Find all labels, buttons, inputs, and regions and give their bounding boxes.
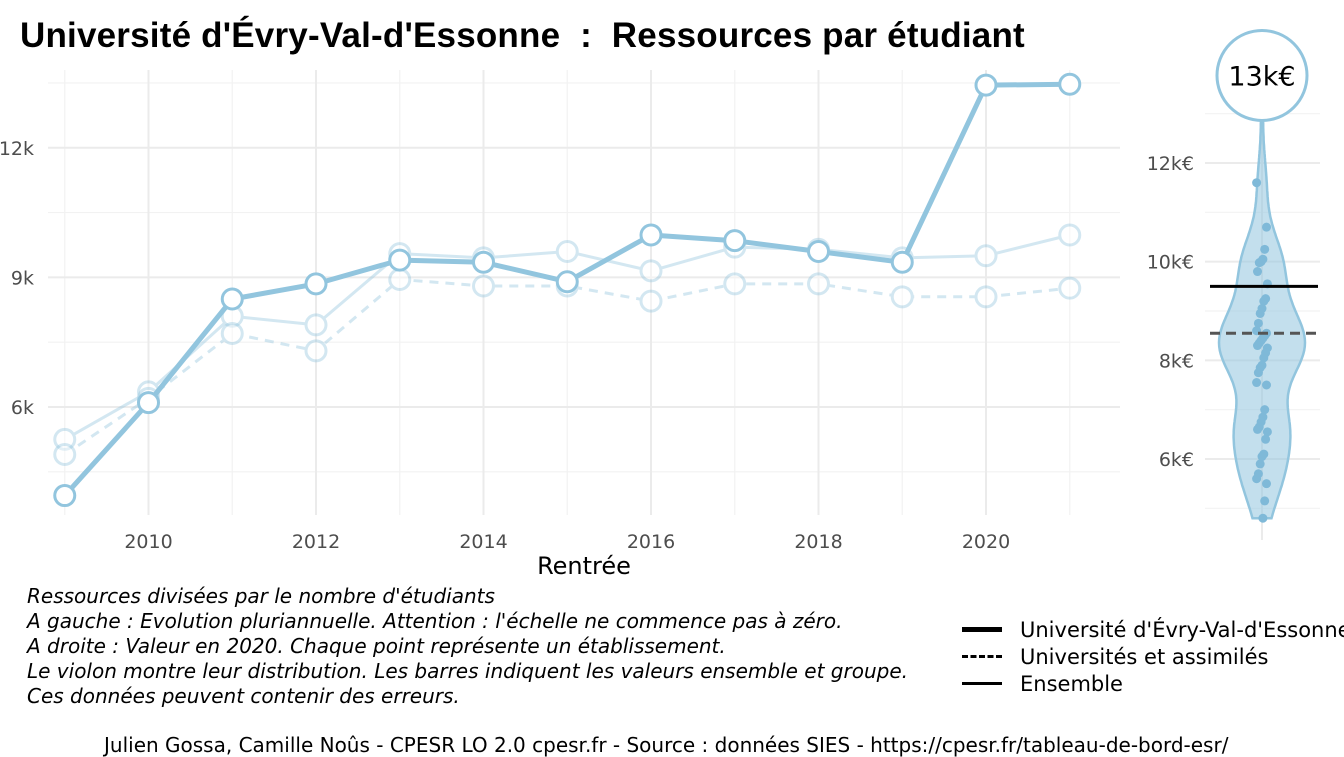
violin-point bbox=[1255, 308, 1265, 318]
line-panel: 2010 2012 2014 2016 2018 2020 6k 9k 12k Rentrée bbox=[0, 70, 1120, 580]
series-group bbox=[53, 268, 1082, 467]
violin-point bbox=[1259, 296, 1269, 306]
data-point bbox=[220, 322, 244, 346]
violin-point bbox=[1260, 244, 1270, 254]
caption-line: A gauche : Evolution pluriannuelle. Atte… bbox=[27, 609, 843, 633]
data-point bbox=[472, 250, 495, 274]
highlight-bubble bbox=[1215, 28, 1309, 122]
highlight-value-label: 13k€ bbox=[1228, 61, 1295, 92]
data-point bbox=[53, 443, 77, 467]
series-group bbox=[53, 72, 1082, 508]
x-tick-label: 2018 bbox=[794, 531, 842, 553]
violin-point bbox=[1258, 513, 1268, 523]
x-axis-label: Rentrée bbox=[537, 552, 631, 580]
data-point bbox=[1058, 72, 1082, 96]
data-point bbox=[807, 272, 830, 296]
x-tick-label: 2016 bbox=[627, 531, 675, 553]
violin-point bbox=[1252, 178, 1262, 188]
violin-panel: 6k€ 8k€ 10k€ 12k€ 13k€ bbox=[1147, 28, 1320, 540]
data-point bbox=[639, 223, 663, 247]
data-point bbox=[890, 285, 914, 309]
violin-point bbox=[1262, 427, 1272, 437]
data-point bbox=[388, 248, 412, 272]
data-point bbox=[555, 270, 579, 294]
data-point bbox=[388, 268, 412, 292]
violin-point bbox=[1257, 452, 1267, 462]
data-point bbox=[974, 244, 998, 268]
caption: Ressources divisées par le nombre d'étud… bbox=[27, 584, 908, 709]
legend-key-thin bbox=[962, 682, 1002, 685]
legend-item-university: Université d'Évry-Val-d'Essonne bbox=[962, 616, 1344, 643]
data-point bbox=[974, 285, 998, 309]
data-point bbox=[53, 427, 77, 451]
violin-point bbox=[1253, 341, 1262, 351]
y-tick-label: 8k€ bbox=[1159, 350, 1194, 372]
chart-title: Université d'Évry-Val-d'Essonne : Ressou… bbox=[20, 16, 1025, 55]
legend: Université d'Évry-Val-d'Essonne Universi… bbox=[962, 616, 1344, 697]
data-point bbox=[723, 229, 747, 253]
legend-key-dashed bbox=[962, 655, 1002, 658]
violin-point bbox=[1253, 318, 1263, 328]
y-tick-label: 6k€ bbox=[1159, 449, 1194, 471]
data-point bbox=[472, 274, 495, 298]
data-point bbox=[974, 73, 998, 97]
data-point bbox=[53, 484, 77, 508]
credit-line: Julien Gossa, Camille Noûs - CPESR LO 2.… bbox=[104, 733, 1229, 757]
legend-label: Ensemble bbox=[1020, 671, 1123, 696]
x-tick-label: 2012 bbox=[292, 531, 340, 553]
data-point bbox=[723, 272, 747, 296]
violin-point bbox=[1262, 479, 1271, 489]
violin-point bbox=[1254, 258, 1264, 268]
legend-key-thick bbox=[962, 627, 1002, 632]
violin-point bbox=[1262, 380, 1271, 390]
data-point bbox=[220, 287, 244, 311]
violin-point bbox=[1261, 434, 1271, 444]
caption-line: Ressources divisées par le nombre d'étud… bbox=[27, 584, 495, 608]
y-tick-label: 10k€ bbox=[1147, 252, 1194, 274]
violin-point bbox=[1262, 222, 1271, 232]
legend-label: Universités et assimilés bbox=[1020, 644, 1269, 669]
y-tick-label: 6k bbox=[11, 397, 34, 419]
data-point bbox=[555, 239, 579, 263]
y-tick-label: 12k€ bbox=[1147, 153, 1194, 175]
caption-line: A droite : Valeur en 2020. Chaque point … bbox=[27, 634, 726, 658]
violin-point bbox=[1255, 459, 1265, 469]
data-point bbox=[639, 259, 663, 283]
data-point bbox=[1058, 276, 1082, 300]
legend-item-ensemble: Ensemble bbox=[962, 670, 1344, 697]
violin-point bbox=[1260, 496, 1270, 506]
y-tick-label: 9k bbox=[11, 267, 34, 289]
violin-point bbox=[1253, 424, 1262, 434]
data-point bbox=[137, 391, 160, 415]
violin-point bbox=[1252, 474, 1262, 484]
violin-point bbox=[1252, 378, 1262, 388]
x-tick-label: 2014 bbox=[459, 531, 507, 553]
x-tick-label: 2010 bbox=[124, 531, 172, 553]
data-point bbox=[304, 339, 328, 363]
legend-item-group: Universités et assimilés bbox=[962, 643, 1344, 670]
data-point bbox=[807, 239, 830, 263]
data-point bbox=[890, 250, 914, 274]
violin-point bbox=[1253, 267, 1262, 277]
violin-point bbox=[1253, 368, 1263, 378]
data-point bbox=[1058, 223, 1082, 247]
data-point bbox=[304, 272, 328, 296]
caption-line: Ces données peuvent contenir des erreurs… bbox=[27, 684, 460, 708]
y-tick-label: 12k bbox=[0, 138, 34, 160]
x-tick-label: 2020 bbox=[962, 531, 1010, 553]
violin-point bbox=[1259, 353, 1269, 363]
caption-line: Le violon montre leur distribution. Les … bbox=[27, 659, 908, 683]
data-point bbox=[304, 313, 328, 337]
violin-point bbox=[1260, 405, 1270, 415]
data-point bbox=[639, 289, 663, 313]
legend-label: Université d'Évry-Val-d'Essonne bbox=[1020, 617, 1344, 642]
